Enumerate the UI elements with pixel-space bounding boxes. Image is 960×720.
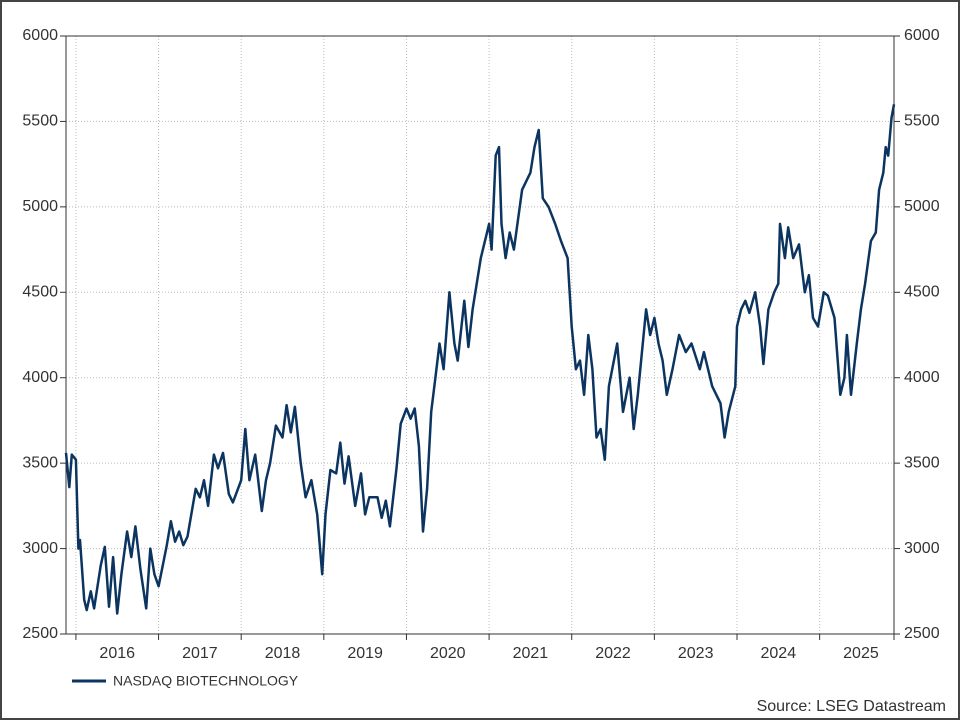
y-tick-label: 5500 <box>22 113 58 130</box>
y2-tick-label: 5000 <box>904 198 940 215</box>
y2-tick-label: 6000 <box>904 27 940 44</box>
x-tick-label: 2020 <box>430 645 466 662</box>
x-tick-label: 2022 <box>595 645 631 662</box>
y2-tick-label: 3000 <box>904 540 940 557</box>
y2-tick-label: 3500 <box>904 454 940 471</box>
y-tick-label: 4000 <box>22 369 58 386</box>
x-tick-label: 2023 <box>678 645 714 662</box>
y-tick-label: 5000 <box>22 198 58 215</box>
x-tick-label: 2019 <box>347 645 383 662</box>
y-tick-label: 3500 <box>22 454 58 471</box>
y-tick-label: 6000 <box>22 27 58 44</box>
y2-tick-label: 4500 <box>904 284 940 301</box>
series-line <box>64 104 896 615</box>
y2-tick-label: 4000 <box>904 369 940 386</box>
source: Source: LSEG Datastream <box>757 698 946 715</box>
x-tick-label: 2024 <box>761 645 797 662</box>
x-tick-label: 2025 <box>843 645 879 662</box>
x-tick-label: 2016 <box>99 645 135 662</box>
x-tick-label: 2018 <box>265 645 301 662</box>
y-tick-label: 2500 <box>22 625 58 642</box>
legend-label: NASDAQ BIOTECHNOLOGY <box>113 673 299 689</box>
y-tick-label: 4500 <box>22 284 58 301</box>
y2-tick-label: 5500 <box>904 113 940 130</box>
x-tick-label: 2021 <box>513 645 549 662</box>
y2-tick-label: 2500 <box>904 625 940 642</box>
x-tick-label: 2017 <box>182 645 218 662</box>
y-tick-label: 3000 <box>22 540 58 557</box>
plot-frame <box>65 35 895 635</box>
